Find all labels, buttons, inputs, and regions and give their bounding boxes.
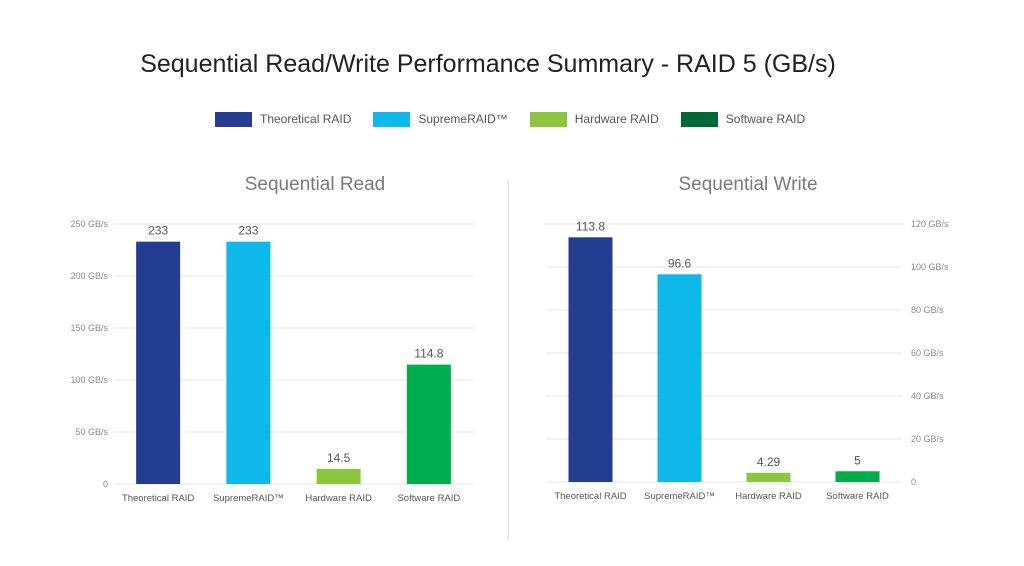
write-bar xyxy=(568,237,613,482)
read-bar-value-label: 233 xyxy=(238,224,258,238)
legend-swatch-software xyxy=(680,111,718,127)
read-ytick-label: 50 GB/s xyxy=(75,427,108,437)
chart-divider xyxy=(508,180,509,540)
read-bar xyxy=(136,241,181,484)
write-category-label: Hardware RAID xyxy=(735,491,802,502)
write-ytick-label: 40 GB/s xyxy=(911,391,944,401)
legend-item-software: Software RAID xyxy=(680,111,806,127)
read-bar-value-label: 233 xyxy=(148,224,168,238)
legend-swatch-supremeraid xyxy=(373,111,411,127)
write-bar-value-label: 4.29 xyxy=(757,455,781,469)
read-ytick-label: 0 xyxy=(103,479,108,489)
write-ytick-label: 100 GB/s xyxy=(911,262,949,272)
write-bar xyxy=(746,472,791,482)
legend: Theoretical RAID SupremeRAID™ Hardware R… xyxy=(215,111,827,127)
read-category-label: Hardware RAID xyxy=(305,493,372,504)
read-category-label: Software RAID xyxy=(397,493,460,504)
read-bar xyxy=(226,241,271,484)
read-ytick-label: 250 GB/s xyxy=(70,219,108,229)
write-bar xyxy=(657,274,702,482)
read-bar xyxy=(406,364,451,484)
write-bar-value-label: 113.8 xyxy=(576,219,605,233)
legend-label-supremeraid: SupremeRAID™ xyxy=(418,112,508,126)
legend-label-hardware: Hardware RAID xyxy=(574,112,659,126)
write-bar-value-label: 96.6 xyxy=(668,256,692,270)
write-ytick-label: 120 GB/s xyxy=(911,219,949,229)
write-chart-title: Sequential Write xyxy=(678,174,818,195)
write-ytick-label: 20 GB/s xyxy=(911,434,944,444)
read-bar-value-label: 14.5 xyxy=(327,451,351,465)
legend-item-supremeraid: SupremeRAID™ xyxy=(373,111,508,127)
legend-label-theoretical: Theoretical RAID xyxy=(260,112,352,126)
legend-item-theoretical: Theoretical RAID xyxy=(215,111,352,127)
read-bar xyxy=(316,468,361,484)
write-category-label: Theoretical RAID xyxy=(554,491,626,502)
read-ytick-label: 200 GB/s xyxy=(70,271,108,281)
page-title: Sequential Read/Write Performance Summar… xyxy=(140,50,836,78)
read-chart-title: Sequential Read xyxy=(244,174,386,195)
write-ytick-label: 60 GB/s xyxy=(911,348,944,358)
write-ytick-label: 80 GB/s xyxy=(911,305,944,315)
read-category-label: SupremeRAID™ xyxy=(213,493,284,504)
read-bar-value-label: 114.8 xyxy=(414,347,443,361)
write-ytick-label: 0 xyxy=(911,477,916,487)
legend-item-hardware: Hardware RAID xyxy=(529,111,659,127)
read-category-label: Theoretical RAID xyxy=(122,493,194,504)
write-bar-value-label: 5 xyxy=(854,453,861,467)
write-category-label: SupremeRAID™ xyxy=(644,491,715,502)
read-ytick-label: 100 GB/s xyxy=(70,375,108,385)
legend-swatch-theoretical xyxy=(215,111,252,127)
legend-label-software: Software RAID xyxy=(725,112,806,126)
write-bar xyxy=(835,471,880,482)
legend-swatch-hardware xyxy=(529,111,567,127)
read-ytick-label: 150 GB/s xyxy=(70,323,108,333)
write-category-label: Software RAID xyxy=(826,491,889,502)
